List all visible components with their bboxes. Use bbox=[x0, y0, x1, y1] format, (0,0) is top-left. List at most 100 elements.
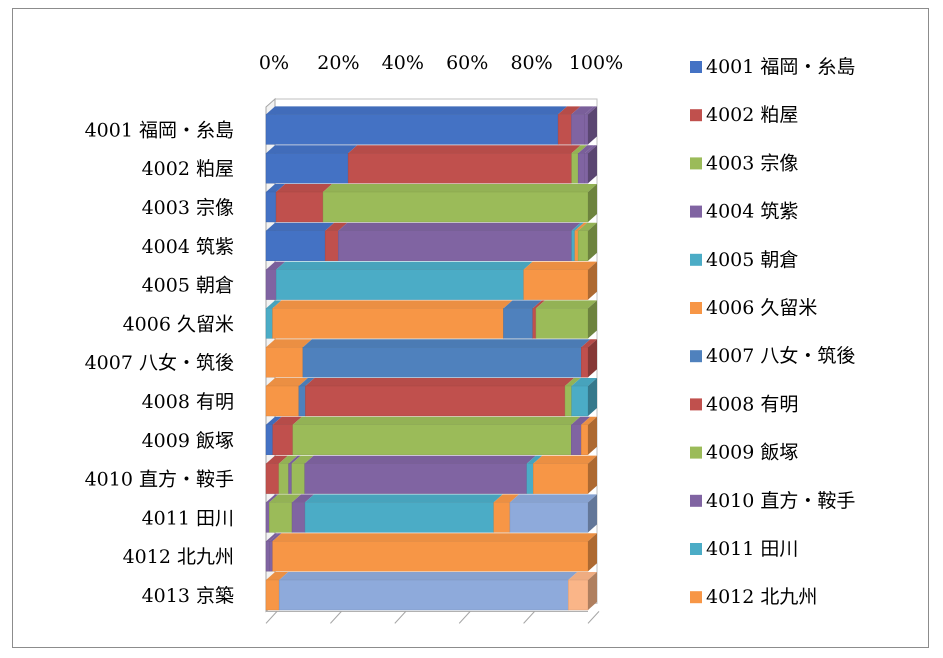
legend-label: 4004 筑紫 bbox=[706, 201, 798, 223]
bar-top bbox=[266, 145, 357, 153]
legend-swatch bbox=[690, 254, 702, 266]
category-label: 4012 北九州 bbox=[123, 546, 234, 568]
legend-swatch bbox=[690, 61, 702, 73]
category-label: 4011 田川 bbox=[142, 507, 234, 529]
bar-segment bbox=[276, 270, 523, 300]
bar-segment bbox=[572, 231, 575, 261]
bar-segment bbox=[568, 580, 588, 610]
bar-top bbox=[305, 378, 574, 386]
bar-segment bbox=[578, 153, 585, 183]
bar-segment bbox=[575, 231, 578, 261]
bar-segment bbox=[527, 464, 533, 494]
bar-segment bbox=[585, 153, 588, 183]
bar-segment bbox=[279, 464, 289, 494]
category-label: 4006 久留米 bbox=[123, 313, 234, 335]
bar-top bbox=[279, 572, 577, 580]
category-label: 4009 飯塚 bbox=[142, 430, 234, 452]
legend-label: 4008 有明 bbox=[706, 393, 798, 415]
bar-segment bbox=[323, 192, 588, 222]
legend-label: 4007 八女・筑後 bbox=[706, 345, 855, 367]
bar-top bbox=[323, 184, 597, 192]
bar-segment bbox=[292, 502, 305, 532]
bar-segment bbox=[581, 347, 588, 377]
bar-segment bbox=[266, 502, 269, 532]
bar-segment bbox=[273, 425, 293, 455]
category-label: 4007 八女・筑後 bbox=[85, 352, 234, 374]
bar-segment bbox=[266, 114, 558, 144]
bar-segment bbox=[571, 425, 581, 455]
bar-segment bbox=[348, 153, 571, 183]
legend-label: 4011 田川 bbox=[706, 538, 798, 560]
legend-label: 4006 久留米 bbox=[706, 297, 817, 319]
bottom-tick-mark bbox=[330, 611, 341, 623]
bar-segment bbox=[266, 347, 303, 377]
bar-segment bbox=[536, 308, 588, 338]
legend-swatch bbox=[690, 398, 702, 410]
bar-segment bbox=[305, 386, 565, 416]
bar-segment bbox=[581, 425, 588, 455]
bar-top bbox=[524, 262, 597, 270]
bar-segment bbox=[266, 192, 276, 222]
bar-top bbox=[293, 417, 580, 425]
bar-segment bbox=[565, 386, 572, 416]
x-tick-label: 20% bbox=[317, 52, 359, 74]
bar-top bbox=[533, 456, 597, 464]
bar-segment bbox=[266, 580, 279, 610]
bottom-tick-mark bbox=[266, 611, 277, 623]
bar-segment bbox=[266, 270, 276, 300]
category-label: 4008 有明 bbox=[142, 391, 234, 413]
bar-top bbox=[266, 223, 334, 231]
bar-segment bbox=[266, 386, 299, 416]
legend-swatch bbox=[690, 302, 702, 314]
bar-top bbox=[348, 145, 580, 153]
category-label: 4013 京築 bbox=[142, 585, 234, 607]
bar-segment bbox=[273, 308, 504, 338]
bar-segment bbox=[494, 502, 510, 532]
bar-segment bbox=[289, 464, 292, 494]
legend-label: 4002 粕屋 bbox=[706, 104, 798, 126]
bar-top bbox=[338, 223, 580, 231]
bar-segment bbox=[325, 231, 338, 261]
bar-segment bbox=[273, 541, 588, 571]
bar-segment bbox=[299, 386, 306, 416]
category-label: 4010 直方・鞍手 bbox=[85, 469, 234, 491]
bar-segment bbox=[510, 502, 588, 532]
bottom-tick-mark bbox=[395, 611, 406, 623]
legend-swatch bbox=[690, 206, 702, 218]
bar-segment bbox=[266, 308, 273, 338]
bar-segment bbox=[571, 114, 584, 144]
bar-segment bbox=[266, 231, 325, 261]
legend-label: 4003 宗像 bbox=[706, 152, 798, 174]
bar-segment bbox=[269, 502, 292, 532]
bar-segment bbox=[338, 231, 571, 261]
legend-swatch bbox=[690, 109, 702, 121]
category-label: 4005 朝倉 bbox=[142, 275, 234, 297]
bar-segment bbox=[503, 308, 532, 338]
bar-segment bbox=[266, 541, 269, 571]
category-label: 4004 筑紫 bbox=[142, 236, 234, 258]
bar-top bbox=[266, 106, 567, 114]
legend-label: 4001 福岡・糸島 bbox=[706, 56, 855, 78]
bar-top bbox=[303, 339, 590, 347]
bar-segment bbox=[266, 153, 348, 183]
legend-swatch bbox=[690, 447, 702, 459]
bar-segment bbox=[279, 580, 568, 610]
bar-top bbox=[276, 262, 532, 270]
legend-swatch bbox=[690, 591, 702, 603]
bar-top bbox=[276, 184, 332, 192]
bar-segment bbox=[572, 153, 579, 183]
bar-segment bbox=[533, 464, 588, 494]
bar-segment bbox=[276, 192, 323, 222]
bar-segment bbox=[305, 502, 494, 532]
bar-segment bbox=[533, 308, 536, 338]
bar-segment bbox=[266, 425, 273, 455]
bar-segment bbox=[292, 464, 305, 494]
bar-segment bbox=[572, 386, 588, 416]
legend-label: 4009 飯塚 bbox=[706, 442, 798, 464]
x-tick-label: 0% bbox=[259, 52, 289, 74]
bar-top bbox=[305, 494, 503, 502]
legend-label: 4012 北九州 bbox=[706, 586, 817, 608]
x-tick-label: 80% bbox=[510, 52, 552, 74]
category-label: 4003 宗像 bbox=[142, 197, 234, 219]
